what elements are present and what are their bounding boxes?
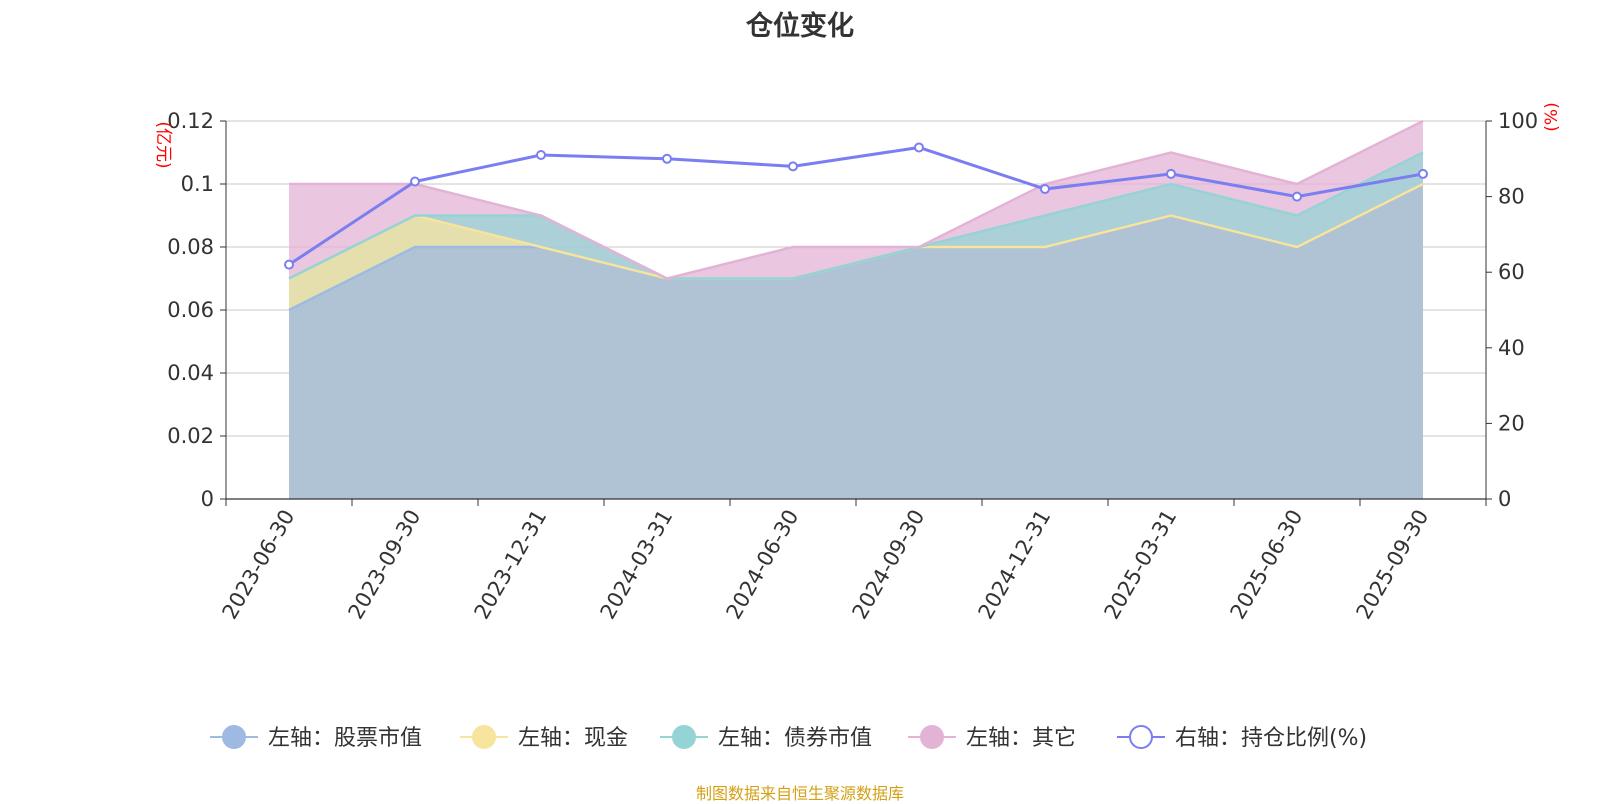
x-axis-category-label: 2024-06-30: [722, 506, 804, 624]
left-axis-tick-label: 0.06: [167, 298, 214, 322]
legend-marker: [222, 725, 246, 749]
chart-title: 仓位变化: [746, 11, 854, 42]
x-axis-category-label: 2024-03-31: [596, 506, 678, 624]
left-axis-tick-label: 0.08: [167, 235, 214, 259]
legend-marker: [920, 725, 944, 749]
ratio-line: [284, 142, 1428, 270]
right-axis-tick-label: 60: [1498, 260, 1525, 284]
x-axis-category-label: 2024-12-31: [974, 506, 1056, 624]
ratio-point: [1292, 191, 1302, 202]
right-axis-unit: (%): [1542, 102, 1562, 131]
x-axis-category-label: 2023-06-30: [218, 506, 300, 624]
left-axis-tick-label: 0.04: [167, 361, 214, 385]
x-axis-category-label: 2025-06-30: [1226, 506, 1308, 624]
area-1: [289, 184, 1423, 499]
ratio-point: [662, 153, 672, 164]
area-edge-4: [289, 119, 1424, 280]
ratio-point: [1418, 168, 1428, 179]
legend-marker: [672, 725, 696, 749]
left-axis-tick-label: 0.02: [167, 424, 214, 448]
right-axis-tick-label: 100: [1498, 109, 1538, 133]
legend-label: 左轴：其它: [966, 726, 1076, 751]
ratio-line-path: [288, 145, 1424, 266]
x-axis-category-label: 2025-03-31: [1100, 506, 1182, 624]
left-axis-unit: (亿元): [153, 121, 173, 168]
area-edge-3: [288, 151, 1424, 280]
ratio-point: [284, 259, 294, 270]
legend-label: 左轴：股票市值: [268, 726, 422, 751]
data-source-footer: 制图数据来自恒生聚源数据库: [695, 784, 904, 803]
left-axis-tick-label: 0.1: [181, 172, 214, 196]
position-chart: 0 0.02 0.04 0.06 0.08 0.1 0.12 0 20 40 60 80 100 2023…: [153, 102, 1562, 751]
x-axis-category-label: 2025-09-30: [1352, 506, 1434, 624]
axes: [220, 120, 1492, 506]
right-axis-tick-label: 0: [1498, 487, 1511, 511]
legend-marker: [1129, 725, 1153, 749]
x-axis-category-label: 2023-12-31: [470, 506, 552, 624]
legend: 左轴：股票市值 左轴：现金 左轴：债券市值 左轴：其它 右轴：持仓比例(%): [210, 725, 1367, 751]
ratio-point: [410, 176, 420, 187]
ratio-point: [536, 150, 546, 161]
left-axis-tick-label: 0.12: [167, 109, 214, 133]
legend-marker: [472, 725, 496, 749]
right-axis-tick-label: 40: [1498, 336, 1525, 360]
legend-label: 右轴：持仓比例(%): [1175, 726, 1367, 751]
x-axis-category-label: 2024-09-30: [848, 506, 930, 624]
x-axis-category-label: 2023-09-30: [344, 506, 426, 624]
left-axis-tick-label: 0: [201, 487, 214, 511]
ratio-point: [788, 161, 798, 172]
right-axis-tick-label: 20: [1498, 411, 1525, 435]
legend-label: 左轴：现金: [518, 726, 628, 751]
stacked-areas: [288, 119, 1424, 499]
right-axis-tick-label: 80: [1498, 185, 1525, 209]
ratio-point: [1166, 168, 1176, 179]
ratio-point: [1040, 184, 1050, 195]
legend-label: 左轴：债券市值: [718, 726, 872, 751]
ratio-point: [914, 142, 924, 153]
